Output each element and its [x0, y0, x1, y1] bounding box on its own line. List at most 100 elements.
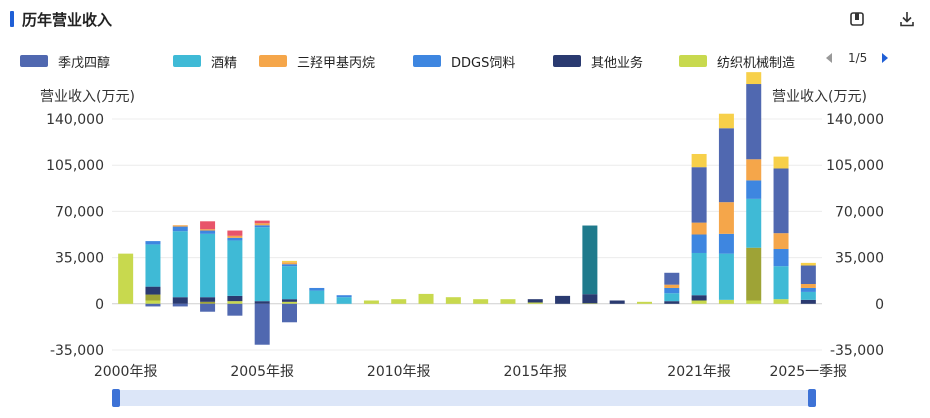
- bar-segment: [118, 253, 134, 304]
- legend-swatch: [173, 55, 201, 67]
- bar-segment: [145, 303, 161, 307]
- bar-segment: [227, 230, 243, 236]
- y-tick-label-left: 0: [95, 297, 104, 313]
- bar-segment: [254, 220, 270, 224]
- bar-segment: [282, 266, 297, 300]
- bar-segment: [282, 301, 297, 304]
- bar-segment: [145, 241, 161, 245]
- bar-segment: [363, 300, 379, 304]
- bar-segment: [664, 284, 680, 288]
- bar-segment: [582, 294, 598, 304]
- download-icon[interactable]: [898, 10, 916, 28]
- bar-segment: [227, 295, 243, 302]
- y-tick-label-right: 105,000: [826, 158, 884, 174]
- x-tick-label: 2021年报: [667, 364, 731, 380]
- bar-segment: [664, 293, 680, 302]
- bar-segment: [200, 233, 216, 298]
- bar-segment: [200, 230, 216, 234]
- y-tick-label-left: -35,000: [50, 343, 104, 359]
- bar-segment: [200, 221, 216, 230]
- y-tick-label-left: 70,000: [55, 204, 104, 220]
- bar-segment: [227, 240, 243, 296]
- y-tick-label-left: 35,000: [55, 251, 104, 267]
- bar-segment: [718, 233, 734, 254]
- legend-prev-button[interactable]: [824, 52, 834, 67]
- bar-segment: [555, 295, 571, 304]
- bar-segment: [200, 229, 216, 231]
- bar-segment: [418, 293, 434, 304]
- legend-label: DDGS饲料: [451, 56, 516, 71]
- bar-segment: [691, 153, 707, 168]
- bar-segment: [145, 286, 161, 295]
- bar-segment: [309, 287, 325, 291]
- bar-segment: [282, 260, 297, 263]
- fullscreen-icon[interactable]: [848, 10, 866, 28]
- bar-segment: [637, 301, 652, 304]
- legend-label: 季戊四醇: [58, 56, 111, 71]
- bar-segment: [773, 299, 789, 304]
- bar-segment: [145, 294, 161, 301]
- slider-right-handle[interactable]: [808, 389, 816, 407]
- bar-segment: [200, 297, 216, 302]
- bar-segment: [172, 303, 188, 307]
- bar-segment: [773, 266, 789, 300]
- bar-segment: [718, 299, 734, 304]
- bar-segment: [746, 300, 762, 304]
- bar-segment: [746, 159, 762, 181]
- legend-swatch: [413, 55, 441, 67]
- bar-segment: [773, 168, 789, 234]
- zoom-slider[interactable]: [112, 389, 816, 407]
- legend-label: 酒精: [211, 56, 238, 71]
- legend-swatch: [259, 55, 287, 67]
- bar-segment: [282, 299, 297, 302]
- bar-segment: [800, 291, 816, 300]
- bar-segment: [254, 227, 270, 302]
- bar-segment: [773, 156, 789, 169]
- bar-segment: [664, 287, 680, 294]
- bar-segment: [445, 297, 461, 304]
- bar-segment: [227, 303, 243, 316]
- chart-header: 历年营业收入: [0, 0, 930, 38]
- legend-label: 其他业务: [591, 56, 644, 71]
- y-tick-label-right: 140,000: [826, 112, 884, 128]
- bar-segment: [691, 300, 707, 304]
- bar-segment: [582, 303, 598, 304]
- x-tick-label: 2025一季报: [770, 364, 848, 380]
- bar-segment: [664, 272, 680, 285]
- legend-next-button[interactable]: [880, 52, 890, 67]
- bar-segment: [773, 233, 789, 250]
- bar-segment: [773, 249, 789, 267]
- bar-segment: [746, 198, 762, 248]
- bar-segment: [691, 167, 707, 223]
- x-tick-label: 2010年报: [367, 364, 431, 380]
- bar-segment: [200, 301, 216, 304]
- bar-segment: [254, 223, 270, 226]
- bar-segment: [527, 299, 543, 303]
- bar-segment: [282, 303, 297, 323]
- bar-segment: [172, 231, 188, 298]
- bar-segment: [691, 222, 707, 235]
- legend-item-textile[interactable]: 纺织机械制造: [679, 52, 803, 70]
- x-tick-label: 2000年报: [94, 364, 158, 380]
- bar-segment: [800, 299, 816, 304]
- legend-swatch: [553, 55, 581, 67]
- bar-segment: [718, 202, 734, 234]
- chart-legend: 季戊四醇 酒精 三羟甲基丙烷 DDGS饲料 其他业务 纺织机械制造 1/5: [0, 48, 930, 74]
- title-accent-bar: [10, 11, 14, 27]
- bar-segment: [691, 234, 707, 253]
- slider-left-handle[interactable]: [112, 389, 120, 407]
- bar-segment: [691, 252, 707, 296]
- x-tick-label: 2015年报: [503, 364, 567, 380]
- right-axis-title: 营业收入(万元): [772, 89, 867, 105]
- bar-segment: [500, 299, 516, 304]
- y-tick-label-right: 35,000: [835, 251, 884, 267]
- caret-right-icon: [882, 53, 888, 63]
- caret-left-icon: [826, 53, 832, 63]
- bar-segment: [718, 128, 734, 203]
- bar-segment: [746, 72, 762, 85]
- chart-title: 历年营业收入: [22, 11, 113, 29]
- bar-segment: [718, 113, 734, 129]
- bar-segment: [691, 295, 707, 301]
- bar-segment: [800, 284, 816, 288]
- y-tick-label-right: 0: [875, 297, 884, 313]
